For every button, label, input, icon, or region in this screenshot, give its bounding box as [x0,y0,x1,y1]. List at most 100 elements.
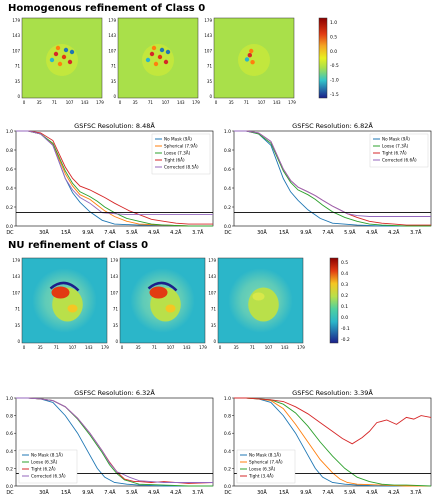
map-speckle [145,57,151,63]
plot-ytick: 0.2 [6,205,13,211]
plot-ytick: 0.8 [224,148,231,154]
map-speckle [165,49,171,55]
colorbar-tick: 0.0 [341,315,348,321]
plot-xtick: 9.9Å [82,229,94,236]
map-xtick: 179 [192,100,200,105]
plot-xtick: 4.2Å [170,489,182,496]
map-speckle [159,47,165,53]
map-xtick: 0 [23,100,26,105]
plot-xtick: 30Å [39,489,49,496]
map-ytick: 179 [12,258,20,263]
fsc-plot-1-1 [14,130,214,227]
legend-label: Loose (6.3Å) [31,460,58,465]
map-ytick: 35 [15,323,21,328]
map-xtick: 35 [229,100,235,105]
plot-ytick: 0.6 [6,167,13,173]
plot-ytick: 0.0 [224,224,231,230]
plot-title: GSFSC Resolution: 6.32Å [74,388,155,397]
map-ytick: 179 [204,18,212,23]
map-ytick: 179 [110,258,118,263]
map-density-warm [165,304,176,313]
map-xtick: 0 [215,100,218,105]
map-xtick: 35 [38,345,44,350]
colorbar-tick: -1.5 [330,92,339,98]
legend-label: Loose (7.3Å) [382,144,409,149]
map-ytick: 143 [110,274,118,279]
map-xtick: 107 [265,345,273,350]
map-speckle [67,59,73,65]
plot-xtick: 7.4Å [322,489,334,496]
plot-ytick: 0.8 [6,148,13,154]
plot-xtick: 4.9Å [366,489,378,496]
map-speckle [61,54,67,60]
plot-ytick: 0.4 [224,449,231,455]
legend-label: Loose (6.3Å) [249,467,276,472]
map-ytick: 0 [17,339,20,344]
map-ytick: 143 [204,33,212,38]
plot-ytick: 0.0 [6,484,13,490]
plot-xtick: 3.7Å [192,489,204,496]
plot-xtick: 4.2Å [388,489,400,496]
map-xtick: 143 [81,100,89,105]
map-ytick: 179 [108,18,116,23]
map-xtick: 0 [121,345,124,350]
plot-xtick: 4.9Å [366,229,378,236]
map-xtick: 35 [37,100,43,105]
colorbar-tick: 0.5 [330,34,337,40]
map-ytick: 0 [213,339,216,344]
map-xtick: 107 [69,345,77,350]
plot-xtick: 9.9Å [300,489,312,496]
fsc-line [16,397,213,487]
plot-xtick: DC [6,230,14,236]
colorbar-tick: -1.0 [330,78,339,84]
plot-xtick: 15Å [279,489,289,496]
legend-label: Tight (3.4Å) [248,474,274,479]
legend-label: No Mask (8.1Å) [31,453,63,458]
map-xtick: 179 [288,100,296,105]
legend-label: Corrected (6.6Å) [382,158,417,163]
plot-xtick: 15Å [61,229,71,236]
plot-xtick: 7.4Å [104,229,116,236]
colorbar-1 [318,17,328,99]
map-ytick: 107 [208,290,216,295]
map-ytick: 0 [17,94,20,99]
map-speckle [57,61,63,67]
map-ytick: 107 [110,290,118,295]
legend-label: No Mask (9Å) [382,137,410,142]
map-density [248,287,279,322]
map-xtick: 35 [136,345,142,350]
map-xtick: 71 [148,100,154,105]
fsc-line [16,397,213,483]
plot-xtick: 7.4Å [104,489,116,496]
map-xtick: 71 [52,100,58,105]
plot-ytick: 0.0 [6,224,13,230]
map-xtick: 35 [133,100,139,105]
plot-xtick: 15Å [279,229,289,236]
plot-ytick: 1.0 [6,129,13,135]
fsc-line [16,130,213,216]
plot-ytick: 0.8 [224,414,231,420]
plot-xtick: 3.7Å [410,489,422,496]
legend-label: Corrected (6.3Å) [31,474,66,479]
plot-xtick: 15Å [61,489,71,496]
map-speckle [63,47,69,53]
plot-xtick: DC [224,230,232,236]
plot-ytick: 0.6 [224,167,231,173]
map-density-rim [147,281,178,292]
plot-xtick: 4.2Å [170,229,182,236]
map-density-rim [49,281,80,292]
map-ytick: 143 [108,33,116,38]
map-xtick: 179 [101,345,109,350]
fsc-line [16,130,213,227]
map-ytick: 35 [113,323,119,328]
plot-xtick: DC [224,490,232,496]
map-xtick: 179 [297,345,305,350]
map-xtick: 143 [85,345,93,350]
map-speckle [153,61,159,67]
section-title-homogenous: Homogenous refinement of Class 0 [8,3,206,14]
map-xtick: 143 [281,345,289,350]
plot-xtick: 9.9Å [82,489,94,496]
map-speckle [151,45,157,51]
